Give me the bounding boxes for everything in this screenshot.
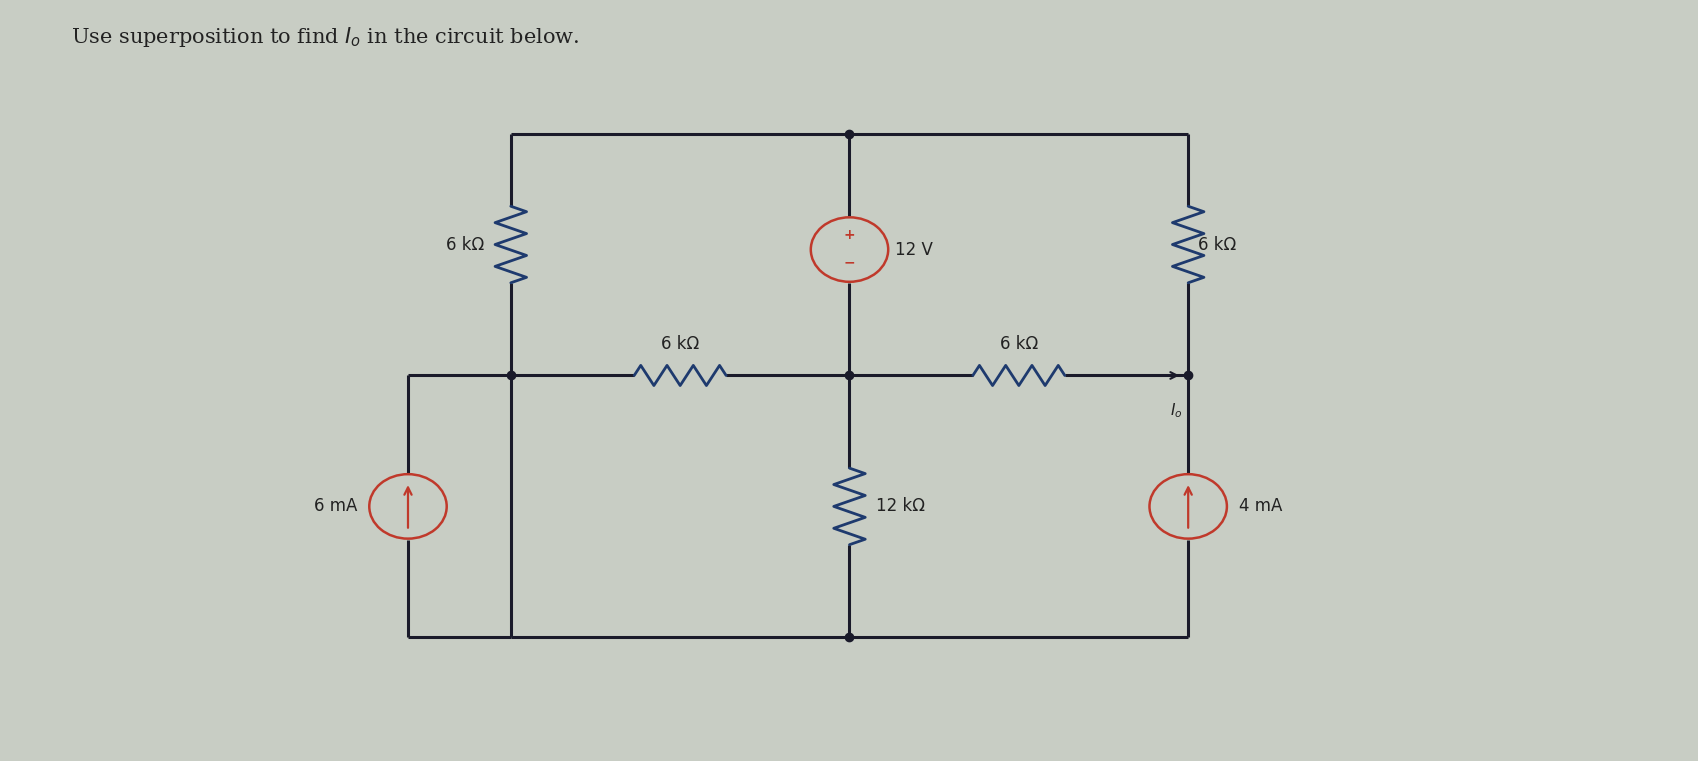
Text: Use superposition to find $I_o$ in the circuit below.: Use superposition to find $I_o$ in the c… — [71, 25, 579, 49]
Text: 6 mA: 6 mA — [314, 498, 357, 515]
Text: 6 kΩ: 6 kΩ — [1197, 235, 1236, 253]
Text: 6 kΩ: 6 kΩ — [445, 235, 484, 253]
Text: 6 kΩ: 6 kΩ — [661, 336, 700, 353]
Text: 6 kΩ: 6 kΩ — [998, 336, 1037, 353]
Text: 4 mA: 4 mA — [1238, 498, 1282, 515]
Text: +: + — [844, 228, 854, 243]
Text: $I_o$: $I_o$ — [1170, 401, 1182, 420]
Text: 12 V: 12 V — [895, 240, 932, 259]
Text: −: − — [844, 256, 854, 269]
Text: 12 kΩ: 12 kΩ — [876, 498, 925, 515]
